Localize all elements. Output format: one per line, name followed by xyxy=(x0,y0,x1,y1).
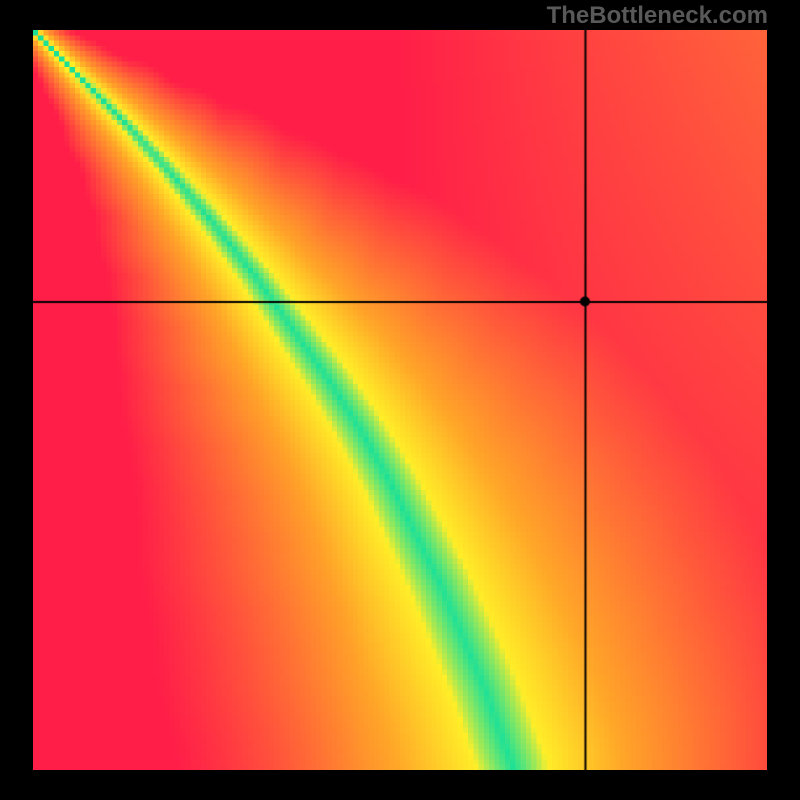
chart-container: TheBottleneck.com xyxy=(0,0,800,800)
watermark-text: TheBottleneck.com xyxy=(547,2,768,30)
crosshair-overlay xyxy=(33,30,767,770)
